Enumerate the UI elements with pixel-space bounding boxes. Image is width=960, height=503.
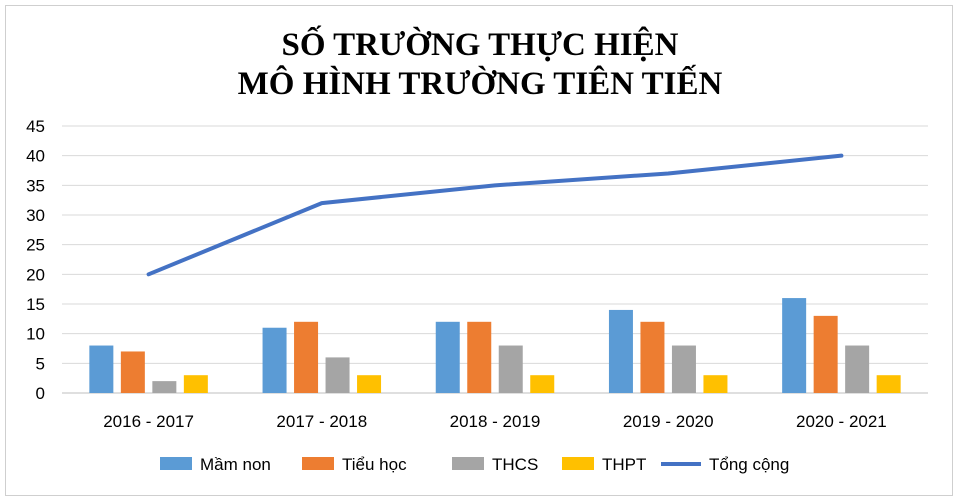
y-tick-label: 30 — [26, 206, 45, 225]
x-tick-label: 2020 - 2021 — [796, 412, 887, 431]
y-tick-label: 25 — [26, 236, 45, 255]
x-axis: 2016 - 2017 2017 - 2018 2018 - 2019 2019 - … — [103, 412, 887, 431]
y-tick-label: 5 — [36, 354, 45, 373]
bar — [120, 351, 145, 393]
x-tick-label: 2017 - 2018 — [276, 412, 367, 431]
bar-series — [89, 298, 901, 393]
x-tick-label: 2019 - 2020 — [623, 412, 714, 431]
bar — [608, 309, 633, 393]
y-tick-label: 40 — [26, 147, 45, 166]
y-tick-label: 45 — [26, 117, 45, 136]
y-tick-label: 0 — [36, 384, 45, 403]
bar — [530, 375, 555, 393]
bar — [876, 375, 901, 393]
legend-swatch — [160, 457, 192, 470]
legend-label: Mầm non — [200, 455, 271, 474]
bar — [782, 298, 807, 393]
legend-swatch — [302, 457, 334, 470]
bar — [498, 345, 523, 393]
chart-frame — [5, 5, 953, 496]
bar — [671, 345, 696, 393]
bar — [357, 375, 382, 393]
y-tick-label: 10 — [26, 325, 45, 344]
x-tick-label: 2016 - 2017 — [103, 412, 194, 431]
bar — [467, 321, 492, 393]
y-tick-label: 15 — [26, 295, 45, 314]
line-series — [146, 153, 844, 277]
bar — [89, 345, 114, 393]
bar — [813, 315, 838, 393]
legend-label: THCS — [492, 455, 538, 474]
bar — [435, 321, 460, 393]
y-tick-label: 35 — [26, 176, 45, 195]
legend-swatch — [562, 457, 594, 470]
x-tick-label: 2018 - 2019 — [450, 412, 541, 431]
legend: Mầm non Tiểu học THCS THPT Tổng cộng — [160, 455, 789, 474]
y-tick-label: 20 — [26, 265, 45, 284]
bar — [845, 345, 870, 393]
bar — [152, 381, 177, 393]
legend-label: Tiểu học — [342, 455, 407, 474]
bar — [640, 321, 665, 393]
chart-title-line-1: SỐ TRƯỜNG THỰC HIỆN — [281, 27, 679, 63]
y-axis: 0 5 10 15 20 25 30 35 40 45 — [26, 117, 45, 403]
chart-title-line-2: MÔ HÌNH TRƯỜNG TIÊN TIẾN — [237, 66, 723, 102]
bar — [262, 327, 287, 393]
bar — [294, 321, 319, 393]
bar — [703, 375, 728, 393]
total-line — [146, 153, 844, 277]
legend-label: THPT — [602, 455, 646, 474]
legend-swatch — [452, 457, 484, 470]
bar — [183, 375, 208, 393]
bar — [325, 357, 350, 393]
legend-label: Tổng cộng — [709, 455, 789, 474]
